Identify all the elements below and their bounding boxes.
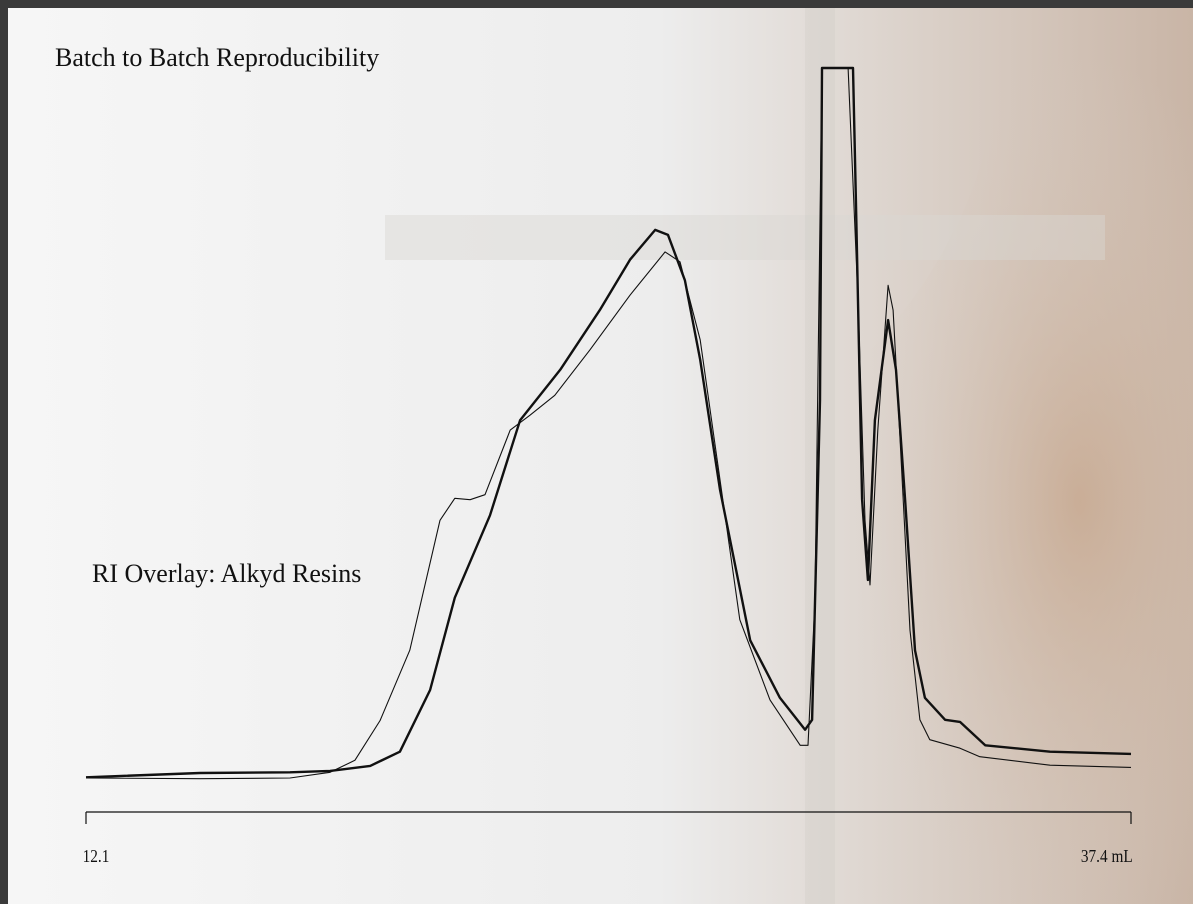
data-line <box>85 66 1132 779</box>
background-window <box>805 8 835 904</box>
annotation: RI Overlay: Alkyd Resins <box>92 559 362 588</box>
background-jug <box>740 10 1193 904</box>
background-window <box>385 215 1105 260</box>
x-tick-label: 37.4 mL <box>1081 846 1133 866</box>
chart-title: Batch to Batch Reproducibility <box>55 43 379 72</box>
data-line <box>85 67 1132 780</box>
x-tick-label: 12.1 <box>83 846 110 866</box>
